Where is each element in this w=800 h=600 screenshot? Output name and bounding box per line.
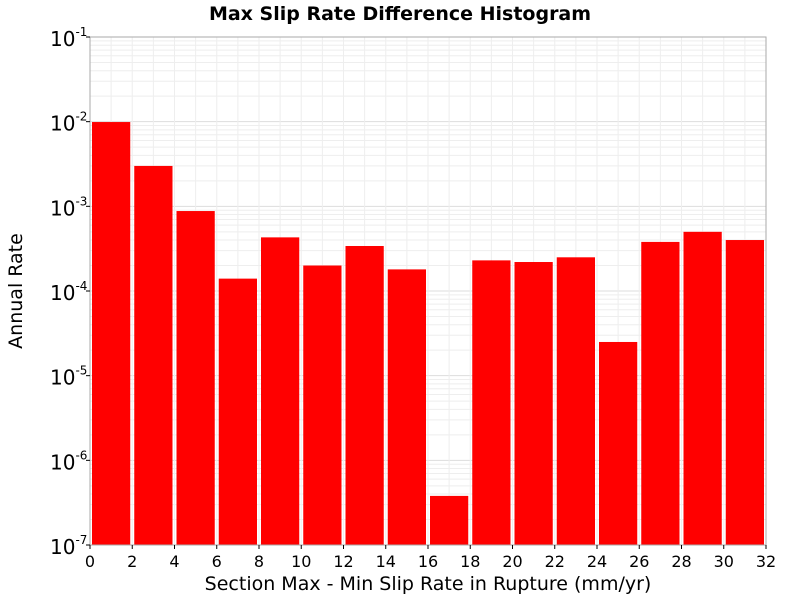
x-tick-label-2: 4	[169, 552, 179, 571]
y-tick-label-4: 10-3	[50, 194, 87, 220]
bar-11	[556, 257, 595, 545]
x-tick-label-10: 20	[502, 552, 522, 571]
bar-8	[430, 495, 469, 545]
x-tick-label-6: 12	[333, 552, 353, 571]
bar-13	[641, 241, 680, 545]
bar-12	[599, 341, 638, 545]
x-tick-label-4: 8	[254, 552, 264, 571]
bar-3	[218, 278, 257, 545]
y-tick-label-5: 10-2	[50, 110, 87, 136]
x-tick-label-13: 26	[629, 552, 649, 571]
x-tick-label-3: 6	[212, 552, 222, 571]
y-axis-label: Annual Rate	[5, 233, 27, 349]
x-tick-label-0: 0	[85, 552, 95, 571]
x-axis-ticks: 0 2 4 6 8 10 12 14 16 18 20 22 24 26 28 30 32	[85, 545, 776, 571]
bar-4	[261, 237, 300, 545]
y-tick-label-0: 10-7	[50, 533, 87, 559]
x-tick-label-15: 30	[714, 552, 734, 571]
x-tick-label-16: 32	[756, 552, 776, 571]
bar-6	[345, 246, 384, 545]
y-tick-label-3: 10-4	[50, 279, 87, 305]
x-tick-label-11: 22	[545, 552, 565, 571]
bar-15	[725, 240, 764, 546]
y-axis-ticks: 10-7 10-6 10-5 10-4 10-3 10-2 10-1	[50, 25, 90, 559]
x-tick-label-7: 14	[376, 552, 396, 571]
bar-5	[303, 265, 342, 545]
bar-7	[387, 269, 426, 545]
x-tick-label-12: 24	[587, 552, 607, 571]
bar-9	[472, 260, 511, 545]
x-tick-label-14: 28	[671, 552, 691, 571]
y-tick-label-2: 10-5	[50, 364, 87, 390]
bar-1	[134, 165, 173, 545]
x-tick-label-8: 16	[418, 552, 438, 571]
x-tick-label-5: 10	[291, 552, 311, 571]
bar-14	[683, 231, 722, 545]
chart-title: Max Slip Rate Difference Histogram	[209, 3, 591, 25]
bar-10	[514, 262, 553, 545]
bar-2	[176, 211, 215, 545]
y-tick-label-1: 10-6	[50, 448, 87, 474]
y-tick-label-6: 10-1	[50, 25, 87, 51]
x-axis-label: Section Max - Min Slip Rate in Rupture (…	[205, 573, 652, 595]
x-tick-label-1: 2	[127, 552, 137, 571]
bars	[92, 122, 764, 546]
x-tick-label-9: 18	[460, 552, 480, 571]
bar-0	[92, 122, 131, 545]
